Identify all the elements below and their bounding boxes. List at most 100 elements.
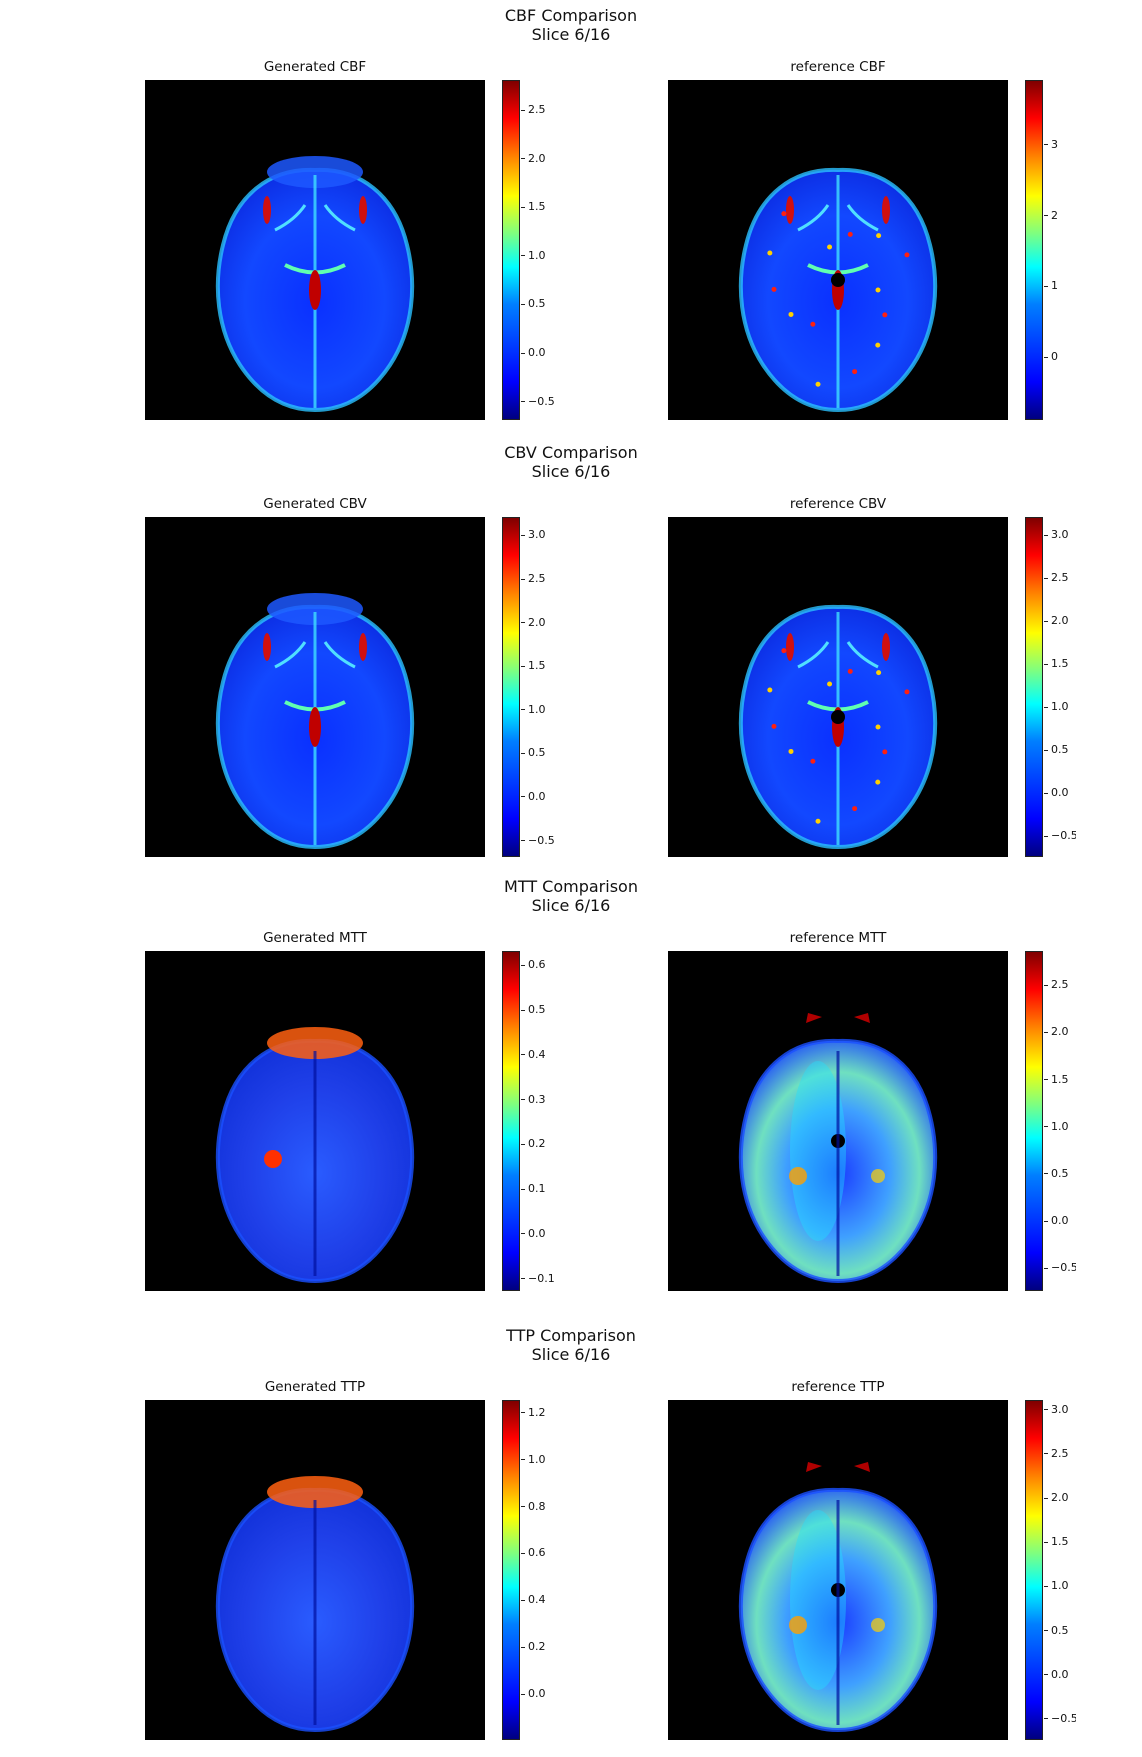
colorbar-tick-label: 0.2 (528, 1640, 546, 1654)
colorbar-tick-mark (1044, 1585, 1048, 1587)
colorbar-tick-label: 3.0 (1051, 1402, 1069, 1416)
section-title-cbv: CBV Comparison Slice 6/16 (0, 443, 1142, 481)
colorbar-tick-mark (1044, 1267, 1048, 1269)
colorbar-tick-label: −0.5 (1051, 1261, 1078, 1275)
colorbar-tick-label: 1.5 (528, 200, 546, 214)
colorbar-tick-mark (521, 206, 525, 208)
right-colorbar-cbf: 3 2 1 0 (1025, 80, 1058, 420)
colorbar-tick-mark (521, 401, 525, 403)
colorbar-tick-mark (1044, 356, 1048, 358)
right-brain-map-cbf (738, 167, 938, 413)
colorbar-tick-mark (1044, 792, 1048, 794)
section-title-text: CBF Comparison (504, 6, 638, 25)
right-image-panel-cbf (668, 80, 1008, 420)
section-title-text: MTT Comparison (504, 877, 638, 896)
colorbar-tick-mark (521, 1054, 525, 1056)
right-brain-map-mtt (738, 1013, 938, 1284)
colorbar-tick-label: 0.0 (1051, 786, 1069, 800)
section-slice-label: Slice 6/16 (531, 896, 611, 915)
colorbar-tick-mark (1044, 1718, 1048, 1720)
colorbar-tick-mark (521, 752, 525, 754)
colorbar-tick-mark (1044, 835, 1048, 837)
colorbar-tick-mark (1044, 1220, 1048, 1222)
colorbar-tick-label: 0.0 (1051, 1214, 1069, 1228)
left-colorbar-ttp: 1.2 1.0 0.8 0.6 0.4 0.2 0.0 (502, 1400, 546, 1740)
colorbar-tick-mark (521, 352, 525, 354)
colorbar-tick-mark (521, 1646, 525, 1648)
colorbar-tick-mark (521, 1506, 525, 1508)
colorbar-tick-mark (521, 1599, 525, 1601)
colorbar-tick-mark (521, 303, 525, 305)
left-panel-title-cbv: Generated CBV (263, 496, 367, 512)
colorbar-tick-label: 0.0 (528, 346, 546, 359)
colorbar-tick-label: 2.5 (1051, 1446, 1069, 1460)
right-image-panel-ttp (668, 1400, 1008, 1740)
section-title-mtt: MTT Comparison Slice 6/16 (0, 877, 1142, 915)
left-image-panel-mtt (145, 951, 485, 1291)
colorbar-tick-mark (521, 1009, 525, 1011)
colorbar-tick-mark (521, 109, 525, 111)
colorbar-tick-mark (1044, 1409, 1048, 1411)
colorbar-tick-label: −0.1 (528, 1271, 555, 1285)
colorbar-tick-label: 2.0 (1051, 1025, 1069, 1039)
colorbar-tick-mark (521, 964, 525, 966)
colorbar-tick-label: 2.0 (1051, 1491, 1069, 1505)
colorbar-tick-mark (521, 840, 525, 842)
colorbar-tick-label: 2.0 (1051, 614, 1069, 628)
right-brain-map-cbv (738, 604, 938, 850)
right-colorbar-mtt: 2.5 2.0 1.5 1.0 0.5 0.0 −0.5 (1025, 951, 1078, 1291)
left-colorbar-cbv: 3.0 2.5 2.0 1.5 1.0 0.5 0.0 −0.5 (502, 517, 555, 857)
colorbar-tick-label: 1.0 (1051, 1119, 1069, 1133)
colorbar-tick-mark (521, 158, 525, 160)
left-colorbar-cbf: 2.5 2.0 1.5 1.0 0.5 0.0 −0.5 (502, 80, 555, 420)
colorbar-tick-mark (1044, 1541, 1048, 1543)
colorbar-tick-mark (521, 255, 525, 257)
colorbar-tick-label: −0.5 (528, 394, 555, 408)
left-brain-map-mtt (215, 1027, 415, 1284)
colorbar-tick-mark (521, 1143, 525, 1145)
colorbar-tick-label: 0.8 (528, 1499, 546, 1513)
colorbar-tick-label: 0.6 (528, 958, 546, 972)
right-panel-title-ttp: reference TTP (791, 1379, 885, 1395)
right-colorbar-ttp: 3.0 2.5 2.0 1.5 1.0 0.5 0.0 −0.5 (1025, 1400, 1078, 1740)
colorbar-tick-mark (521, 1188, 525, 1190)
colorbar-tick-label: 0.0 (528, 1226, 546, 1240)
colorbar-tick-mark (521, 1278, 525, 1280)
section-slice-label: Slice 6/16 (531, 25, 611, 44)
colorbar-tick-label: 1.0 (1051, 1579, 1069, 1593)
colorbar-tick-label: 0.5 (528, 297, 546, 311)
colorbar-tick-label: 0.1 (528, 1182, 546, 1196)
left-brain-map-cbf (215, 156, 415, 413)
colorbar-tick-label: 2.5 (528, 103, 546, 117)
colorbar-tick-mark (1044, 285, 1048, 287)
colorbar-tick-label: 1.5 (1051, 657, 1069, 671)
colorbar-tick-mark (1044, 1031, 1048, 1033)
colorbar-tick-mark (1044, 620, 1048, 622)
colorbar-tick-label: 0.5 (1051, 1623, 1069, 1637)
colorbar-tick-label: 1.0 (1051, 700, 1069, 714)
colorbar-tick-label: 2.5 (1051, 978, 1069, 992)
section-slice-label: Slice 6/16 (531, 1345, 611, 1364)
colorbar-tick-mark (1044, 749, 1048, 751)
colorbar-tick-label: 2.5 (528, 572, 546, 586)
colorbar-tick-label: 1.0 (528, 702, 546, 716)
right-image-panel-mtt (668, 951, 1008, 1291)
colorbar-tick-label: 2.5 (1051, 571, 1069, 585)
section-title-cbf: CBF Comparison Slice 6/16 (0, 6, 1142, 44)
colorbar-tick-mark (1044, 1173, 1048, 1175)
colorbar-tick-label: 3.0 (528, 528, 546, 542)
colorbar-tick-label: 1.5 (528, 659, 546, 673)
colorbar-tick-label: 0.5 (528, 1003, 546, 1017)
colorbar-tick-label: 2.0 (528, 151, 546, 165)
colorbar-tick-mark (1044, 1674, 1048, 1676)
colorbar-tick-label: 0.6 (528, 1546, 546, 1560)
right-margin (1076, 0, 1136, 1757)
colorbar-tick-mark (1044, 1453, 1048, 1455)
left-brain-map-cbv (215, 593, 415, 850)
colorbar-tick-mark (1044, 577, 1048, 579)
colorbar-tick-label: 0.3 (528, 1092, 546, 1106)
colorbar-tick-label: 1.2 (528, 1405, 546, 1419)
section-title-text: TTP Comparison (506, 1326, 636, 1345)
colorbar-tick-mark (1044, 144, 1048, 146)
colorbar-tick-label: 3 (1051, 137, 1058, 151)
